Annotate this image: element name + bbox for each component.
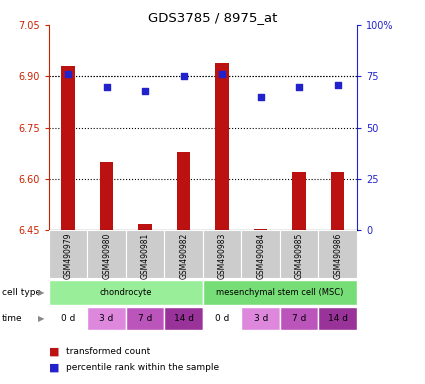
- Bar: [88, 230, 126, 278]
- Bar: [254, 229, 267, 230]
- Text: ▶: ▶: [38, 314, 45, 323]
- Point: [219, 71, 226, 77]
- Text: GSM490982: GSM490982: [179, 233, 188, 279]
- Point: [296, 84, 303, 90]
- Point: [257, 94, 264, 100]
- Text: 14 d: 14 d: [328, 314, 348, 323]
- Text: 7 d: 7 d: [292, 314, 306, 323]
- Text: GSM490984: GSM490984: [256, 233, 265, 279]
- Bar: [203, 307, 241, 330]
- Bar: [318, 230, 357, 278]
- Bar: [100, 162, 113, 230]
- Point: [65, 71, 71, 77]
- Text: GSM490986: GSM490986: [333, 233, 342, 279]
- Bar: [292, 172, 306, 230]
- Text: 0 d: 0 d: [215, 314, 230, 323]
- Text: 7 d: 7 d: [138, 314, 152, 323]
- Bar: [203, 230, 241, 278]
- Text: 3 d: 3 d: [99, 314, 114, 323]
- Text: GSM490985: GSM490985: [295, 233, 304, 279]
- Text: 14 d: 14 d: [174, 314, 194, 323]
- Bar: [126, 307, 164, 330]
- Bar: [318, 307, 357, 330]
- Bar: [164, 230, 203, 278]
- Bar: [88, 307, 126, 330]
- Bar: [164, 307, 203, 330]
- Point: [180, 73, 187, 79]
- Bar: [126, 230, 164, 278]
- Bar: [139, 223, 152, 230]
- Bar: [49, 307, 88, 330]
- Text: chondrocyte: chondrocyte: [99, 288, 152, 297]
- Text: GDS3785 / 8975_at: GDS3785 / 8975_at: [148, 11, 277, 24]
- Point: [103, 84, 110, 90]
- Text: mesenchymal stem cell (MSC): mesenchymal stem cell (MSC): [216, 288, 344, 297]
- Text: ■: ■: [49, 363, 60, 373]
- Text: cell type: cell type: [2, 288, 41, 298]
- Text: GSM490983: GSM490983: [218, 233, 227, 279]
- Text: 3 d: 3 d: [254, 314, 268, 323]
- Text: GSM490980: GSM490980: [102, 233, 111, 279]
- Text: ■: ■: [49, 346, 60, 356]
- Bar: [49, 230, 88, 278]
- Bar: [280, 230, 318, 278]
- Bar: [241, 307, 280, 330]
- Bar: [49, 280, 203, 305]
- Bar: [215, 63, 229, 230]
- Text: transformed count: transformed count: [66, 347, 150, 356]
- Point: [334, 81, 341, 88]
- Text: time: time: [2, 314, 23, 323]
- Bar: [241, 230, 280, 278]
- Text: ▶: ▶: [38, 288, 45, 298]
- Bar: [331, 172, 345, 230]
- Bar: [61, 66, 75, 230]
- Text: GSM490979: GSM490979: [64, 233, 73, 279]
- Bar: [177, 152, 190, 230]
- Text: percentile rank within the sample: percentile rank within the sample: [66, 363, 219, 372]
- Bar: [280, 307, 318, 330]
- Bar: [203, 280, 357, 305]
- Text: 0 d: 0 d: [61, 314, 75, 323]
- Point: [142, 88, 149, 94]
- Text: GSM490981: GSM490981: [141, 233, 150, 279]
